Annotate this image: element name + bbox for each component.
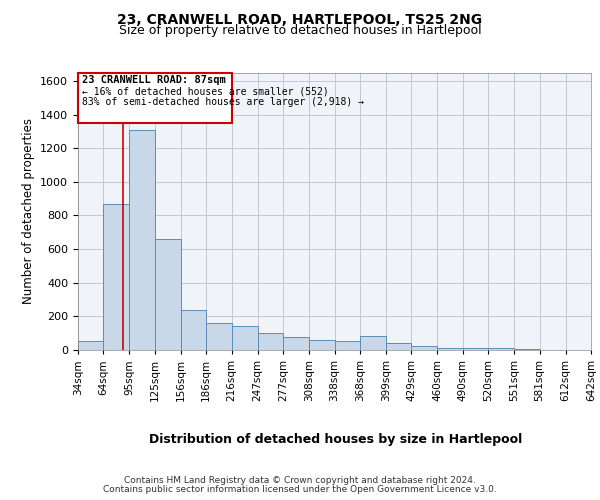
Bar <box>360 336 386 350</box>
Bar <box>411 346 437 350</box>
Bar <box>232 326 258 350</box>
Bar <box>437 348 463 350</box>
Bar <box>386 344 411 350</box>
Bar <box>130 130 155 350</box>
Bar <box>488 348 514 350</box>
Text: 23, CRANWELL ROAD, HARTLEPOOL, TS25 2NG: 23, CRANWELL ROAD, HARTLEPOOL, TS25 2NG <box>118 12 482 26</box>
Bar <box>78 341 103 350</box>
Bar <box>206 323 232 350</box>
Text: Contains HM Land Registry data © Crown copyright and database right 2024.: Contains HM Land Registry data © Crown c… <box>124 476 476 485</box>
Text: Size of property relative to detached houses in Hartlepool: Size of property relative to detached ho… <box>119 24 481 37</box>
Bar <box>258 333 283 350</box>
Bar <box>181 310 206 350</box>
Text: ← 16% of detached houses are smaller (552): ← 16% of detached houses are smaller (55… <box>82 86 329 96</box>
Text: Contains public sector information licensed under the Open Government Licence v3: Contains public sector information licen… <box>103 485 497 494</box>
Text: 23 CRANWELL ROAD: 87sqm: 23 CRANWELL ROAD: 87sqm <box>82 75 226 85</box>
Bar <box>309 340 335 350</box>
Bar <box>335 341 360 350</box>
Y-axis label: Number of detached properties: Number of detached properties <box>22 118 35 304</box>
Bar <box>514 349 539 350</box>
Bar <box>283 336 309 350</box>
Bar <box>103 204 130 350</box>
Text: 83% of semi-detached houses are larger (2,918) →: 83% of semi-detached houses are larger (… <box>82 97 364 107</box>
Bar <box>155 239 181 350</box>
Bar <box>463 348 488 350</box>
Text: Distribution of detached houses by size in Hartlepool: Distribution of detached houses by size … <box>149 432 523 446</box>
FancyBboxPatch shape <box>78 72 232 123</box>
